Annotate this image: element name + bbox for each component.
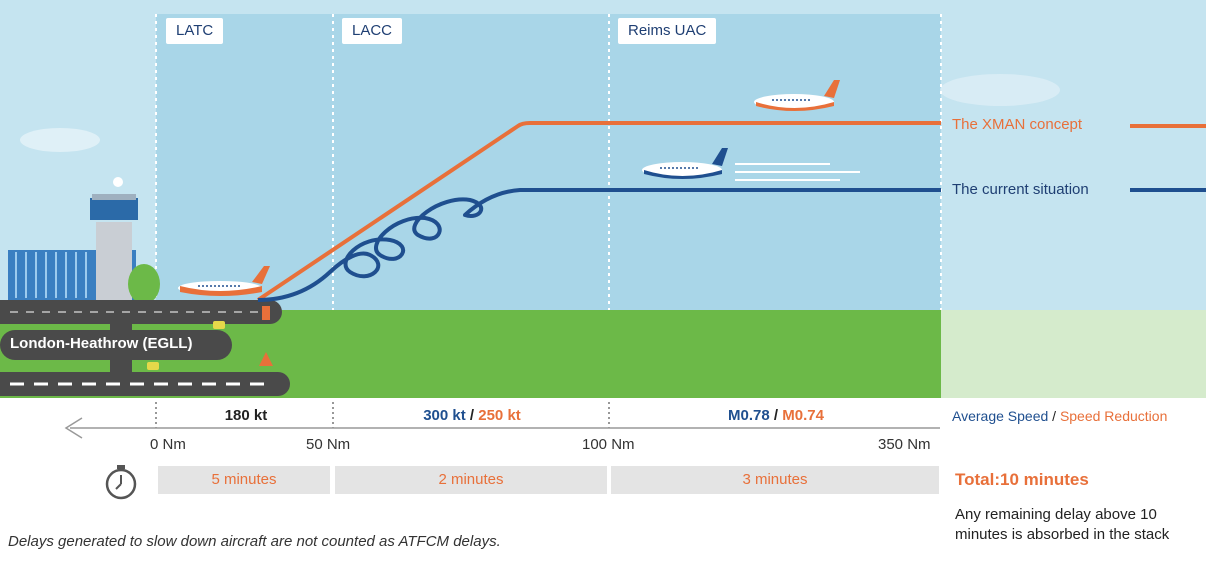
speed-reims-red: M0.74 <box>782 407 824 424</box>
speed-lacc-sep: / <box>465 407 479 424</box>
distance-0: 0 Nm <box>150 436 186 453</box>
speed-legend-avg: Average Speed <box>952 408 1049 424</box>
terminal-building <box>8 177 160 304</box>
speed-latc: 180 kt <box>224 407 268 424</box>
airport-label: London-Heathrow (EGLL) <box>10 335 193 352</box>
arrow-left-icon <box>64 417 83 439</box>
sector-label-reims: Reims UAC <box>618 18 717 44</box>
total-time: Total:10 minutes <box>955 470 1089 489</box>
delay-note: Any remaining delay above 10 minutes is … <box>955 506 1170 543</box>
current-path <box>257 188 941 302</box>
sector-label-latc: LATC <box>166 18 224 44</box>
speed-legend-sep: / <box>1048 408 1060 424</box>
speed-reims-avg: M0.78 <box>728 407 770 424</box>
speed-reims-sep: / <box>769 407 783 424</box>
speed-legend-red: Speed Reduction <box>1059 408 1168 424</box>
runway <box>0 300 290 396</box>
footnote: Delays generated to slow down aircraft a… <box>8 533 501 550</box>
legend-current: The current situation <box>952 181 1089 198</box>
grass-light <box>941 310 1206 398</box>
xman-path <box>256 121 941 302</box>
speed-lacc: 300 kt / 250 kt <box>336 405 608 427</box>
time-lacc: 2 minutes <box>335 466 607 494</box>
distance-100: 100 Nm <box>582 436 635 453</box>
speed-lacc-avg: 300 kt <box>423 407 466 424</box>
distance-350: 350 Nm <box>878 436 931 453</box>
aircraft-ground-icon <box>178 266 270 296</box>
speed-lacc-red: 250 kt <box>478 407 521 424</box>
speed-lines <box>735 163 860 181</box>
speed-row-lines <box>64 402 940 439</box>
time-reims: 3 minutes <box>611 466 939 494</box>
speed-reims: M0.78 / M0.74 <box>612 405 940 427</box>
aircraft-current-icon <box>642 148 728 179</box>
distance-50: 50 Nm <box>306 436 351 453</box>
sector-label-lacc: LACC <box>342 18 403 44</box>
speed-legend: Average Speed / Speed Reduction <box>952 405 1167 427</box>
airspace-scene <box>0 0 1206 398</box>
stopwatch-icon <box>105 465 137 500</box>
sector-zone <box>156 14 941 310</box>
legend-xman: The XMAN concept <box>952 116 1083 133</box>
time-latc: 5 minutes <box>158 466 330 494</box>
aircraft-xman-icon <box>754 80 840 111</box>
